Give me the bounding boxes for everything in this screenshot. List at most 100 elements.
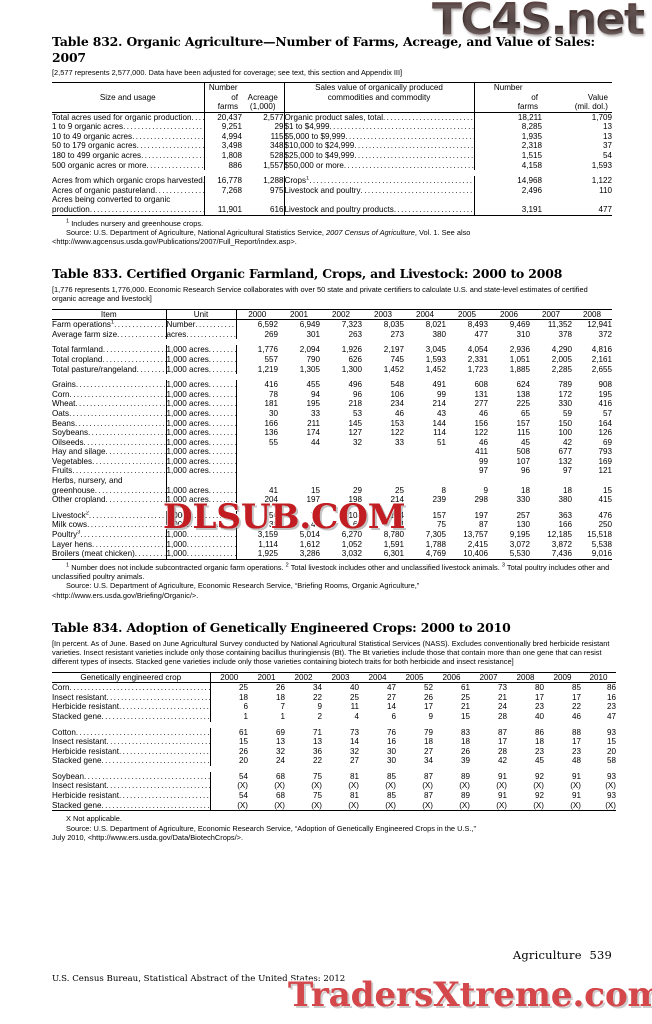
data-cell: 5,530	[509, 549, 530, 559]
data-cell: 15	[606, 737, 616, 747]
data-cell: 45	[534, 756, 544, 766]
data-cell: 56	[235, 510, 278, 521]
leader-dots: ........................................…	[141, 151, 204, 160]
data-cell: 9,195	[509, 530, 530, 540]
row-unit: Number .................................…	[165, 319, 236, 330]
table-row: 10 to 49 organic acres .................…	[52, 131, 612, 142]
data-cell: 15	[209, 737, 248, 747]
leader-dots: ........................................…	[208, 389, 236, 399]
table-834-head: Genetically engineered crop 2000 2001 20…	[52, 672, 616, 683]
data-cell: (X)	[274, 781, 285, 791]
data-cell	[278, 457, 320, 467]
leader-dots: ........................................…	[106, 692, 210, 702]
data-cell	[542, 195, 612, 205]
table-row: Total pasture/rangeland ................…	[52, 364, 612, 375]
row-label: Other cropland .........................…	[52, 495, 166, 505]
footnote-marker: 1	[306, 176, 310, 182]
table-834: Genetically engineered crop 2000 2001 20…	[52, 672, 616, 812]
data-cell	[362, 457, 404, 467]
footnote-marker: 2	[85, 510, 89, 517]
table-833: Item Unit 2000 2001 2002 2003 2004 2005 …	[52, 309, 612, 560]
footnote-text-2: Total livestock includes other and uncla…	[290, 562, 500, 572]
data-cell: 172	[558, 389, 572, 399]
table-row: Other cropland .........................…	[52, 495, 612, 505]
table-833-body: Farm operations1 .......................…	[52, 319, 612, 560]
leader-dots: ........................................…	[69, 389, 166, 399]
row-label: Corn ...................................…	[52, 683, 210, 693]
data-cell: 2,161	[591, 354, 612, 364]
leader-dots: ........................................…	[72, 466, 166, 476]
data-cell: 88	[571, 727, 581, 737]
data-cell: 6	[209, 702, 248, 712]
row-label: Total acres used for organic production …	[52, 112, 204, 122]
data-cell: 24	[275, 756, 285, 766]
data-cell: (X)	[570, 781, 581, 791]
th-sales-value-l2: commodities and commodity	[327, 92, 431, 102]
data-cell: 53	[352, 408, 362, 418]
data-cell: 17	[497, 737, 507, 747]
leader-dots: ........................................…	[186, 510, 236, 520]
data-cell: 30	[386, 756, 396, 766]
th-834-year-5: 2005	[405, 672, 424, 682]
data-cell: 27	[349, 756, 359, 766]
data-cell: 16	[606, 692, 616, 702]
source-text: U.S. Department of Agriculture, National…	[93, 227, 324, 237]
leader-dots: ........................................…	[393, 204, 474, 214]
data-cell: 75	[312, 771, 322, 781]
th-number-of-farms-l1: Number	[203, 82, 242, 93]
data-cell: 455	[306, 380, 320, 390]
table-row: Herbicide resistant ....................…	[52, 702, 616, 712]
leader-dots: ........................................…	[208, 428, 236, 438]
data-cell	[235, 476, 278, 486]
data-cell: 22	[312, 756, 322, 766]
data-cell: (X)	[422, 781, 433, 791]
data-cell: 114	[433, 428, 446, 438]
data-cell: 153	[390, 418, 404, 428]
data-cell: 3,498	[203, 141, 242, 151]
th-number-of-farms-l3: farms	[203, 102, 242, 113]
data-cell: 138	[516, 389, 530, 399]
data-cell: 348	[269, 141, 284, 151]
row-label: Stacked gene ...........................…	[52, 712, 210, 722]
table-row: Corn ...................................…	[52, 389, 612, 400]
row-label: Fruits .................................…	[52, 466, 166, 476]
data-cell: 257	[516, 510, 530, 520]
data-cell: 41	[235, 485, 278, 496]
data-cell: 174	[306, 428, 320, 438]
row-label: production .............................…	[52, 205, 204, 215]
data-cell: 157	[432, 510, 446, 520]
data-cell: 115	[517, 428, 530, 438]
data-cell: 1,788	[425, 539, 446, 549]
data-cell: 25	[460, 692, 470, 702]
data-cell: 97	[562, 466, 572, 476]
leader-dots: ........................................…	[208, 456, 236, 466]
data-cell: 86	[534, 727, 544, 737]
data-cell: 477	[598, 204, 612, 214]
table-row: Cotton .................................…	[52, 727, 616, 738]
data-cell: 225	[516, 399, 530, 409]
row-label: Poultry3 ...............................…	[52, 530, 166, 540]
data-cell: 87	[423, 791, 433, 801]
th-833-year-1: 2001	[289, 309, 308, 319]
footnote-marker: 1	[66, 218, 70, 225]
data-cell: 33	[310, 408, 320, 418]
data-cell: 86	[606, 683, 616, 693]
data-cell: 793	[598, 447, 612, 457]
data-cell: 3,286	[299, 549, 320, 559]
leader-dots: ........................................…	[146, 160, 204, 170]
data-cell: 28	[497, 711, 507, 721]
data-cell: 59	[562, 408, 572, 418]
data-cell: (X)	[209, 800, 248, 811]
data-cell: 7,305	[425, 530, 446, 540]
data-cell: 1,593	[591, 160, 612, 170]
data-cell: 25	[349, 692, 359, 702]
data-cell: 136	[235, 428, 278, 438]
row-label: Soybean ................................…	[52, 772, 210, 782]
data-cell: 17	[534, 692, 544, 702]
data-cell: 1	[209, 711, 248, 722]
table-row: Total acres used for organic production …	[52, 112, 612, 123]
data-cell: 9,251	[203, 122, 242, 132]
data-cell: 87	[497, 727, 507, 737]
data-cell: 18	[209, 692, 248, 703]
row-label: Crops1 .................................…	[283, 176, 474, 186]
